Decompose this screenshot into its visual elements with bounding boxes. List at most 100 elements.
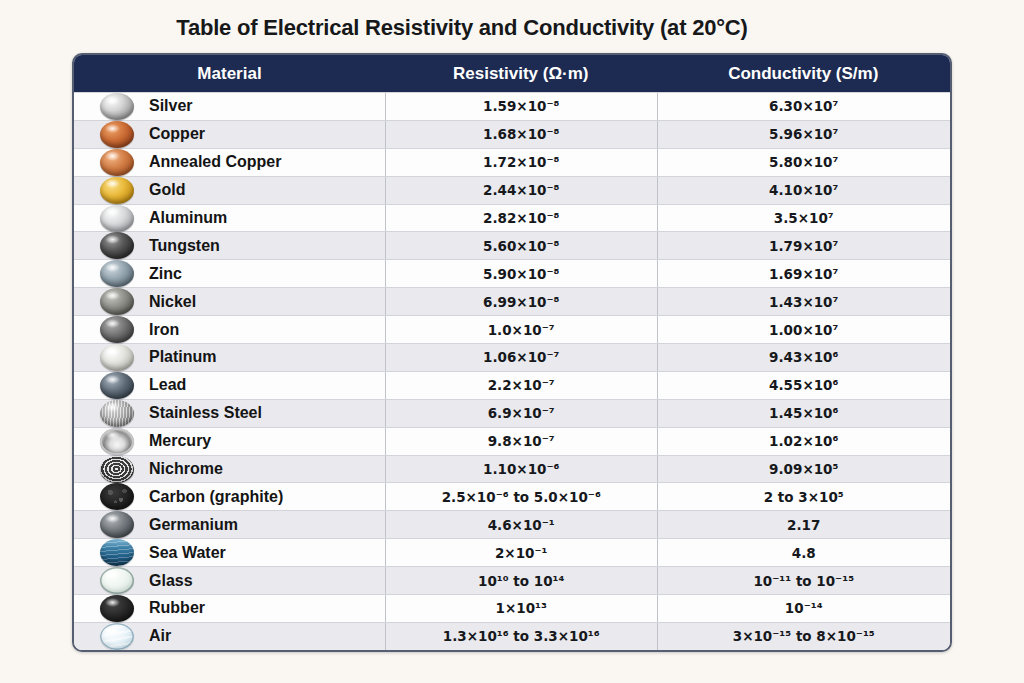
material-name: Air <box>149 627 171 645</box>
carbon-graphite-sphere-icon <box>100 483 134 510</box>
germanium-sphere-icon <box>100 511 134 538</box>
material-name: Lead <box>149 376 186 394</box>
table-row: Germanium 4.6×10⁻¹ 2.17 <box>74 510 950 538</box>
conductivity-value: 1.69×10⁷ <box>657 260 950 287</box>
material-name: Stainless Steel <box>149 404 262 422</box>
mercury-sphere-icon <box>100 428 134 455</box>
material-name: Tungsten <box>149 237 220 255</box>
annealed-copper-sphere-icon <box>100 149 134 176</box>
nichrome-sphere-icon <box>100 456 134 483</box>
material-cell: Rubber <box>74 595 385 622</box>
material-cell: Copper <box>74 121 385 148</box>
conductivity-value: 1.45×10⁶ <box>657 400 950 427</box>
material-cell: Nickel <box>74 288 385 315</box>
material-name: Iron <box>149 321 179 339</box>
material-name: Zinc <box>149 265 182 283</box>
material-name: Carbon (graphite) <box>149 488 283 506</box>
tungsten-sphere-icon <box>100 232 134 259</box>
material-cell: Gold <box>74 177 385 204</box>
material-cell: Air <box>74 623 385 650</box>
column-header-resistivity: Resistivity (Ω·m) <box>385 64 657 84</box>
resistivity-value: 1×10¹³ <box>385 595 657 622</box>
platinum-sphere-icon <box>100 344 134 371</box>
table-row: Mercury 9.8×10⁻⁷ 1.02×10⁶ <box>74 427 950 455</box>
lead-sphere-icon <box>100 372 134 399</box>
zinc-sphere-icon <box>100 260 134 287</box>
resistivity-value: 2.2×10⁻⁷ <box>385 372 657 399</box>
material-cell: Platinum <box>74 344 385 371</box>
table-row: Platinum 1.06×10⁻⁷ 9.43×10⁶ <box>74 343 950 371</box>
material-cell: Stainless Steel <box>74 400 385 427</box>
conductivity-value: 3.5×10⁷ <box>657 205 950 232</box>
table-row: Stainless Steel 6.9×10⁻⁷ 1.45×10⁶ <box>74 399 950 427</box>
table-row: Tungsten 5.60×10⁻⁸ 1.79×10⁷ <box>74 231 950 259</box>
resistivity-value: 2×10⁻¹ <box>385 539 657 566</box>
conductivity-value: 1.00×10⁷ <box>657 316 950 343</box>
material-cell: Germanium <box>74 511 385 538</box>
resistivity-value: 4.6×10⁻¹ <box>385 511 657 538</box>
conductivity-value: 9.09×10⁵ <box>657 456 950 483</box>
silver-sphere-icon <box>100 93 134 120</box>
aluminum-sphere-icon <box>100 205 134 232</box>
resistivity-value: 1.06×10⁻⁷ <box>385 344 657 371</box>
table-row: Nickel 6.99×10⁻⁸ 1.43×10⁷ <box>74 287 950 315</box>
table-row: Glass 10¹⁰ to 10¹⁴ 10⁻¹¹ to 10⁻¹⁵ <box>74 566 950 594</box>
resistivity-value: 9.8×10⁻⁷ <box>385 428 657 455</box>
material-cell: Annealed Copper <box>74 149 385 176</box>
material-name: Sea Water <box>149 544 226 562</box>
resistivity-value: 6.99×10⁻⁸ <box>385 288 657 315</box>
table-row: Copper 1.68×10⁻⁸ 5.96×10⁷ <box>74 120 950 148</box>
resistivity-value: 5.60×10⁻⁸ <box>385 232 657 259</box>
table-row: Lead 2.2×10⁻⁷ 4.55×10⁶ <box>74 371 950 399</box>
conductivity-value: 6.30×10⁷ <box>657 93 950 120</box>
conductivity-value: 4.8 <box>657 539 950 566</box>
material-name: Copper <box>149 125 205 143</box>
table-row: Iron 1.0×10⁻⁷ 1.00×10⁷ <box>74 315 950 343</box>
iron-sphere-icon <box>100 316 134 343</box>
nickel-sphere-icon <box>100 288 134 315</box>
material-cell: Lead <box>74 372 385 399</box>
material-name: Nichrome <box>149 460 223 478</box>
conductivity-value: 1.43×10⁷ <box>657 288 950 315</box>
material-name: Aluminum <box>149 209 227 227</box>
table-row: Air 1.3×10¹⁶ to 3.3×10¹⁶ 3×10⁻¹⁵ to 8×10… <box>74 622 950 650</box>
resistivity-value: 2.82×10⁻⁸ <box>385 205 657 232</box>
table-row: Gold 2.44×10⁻⁸ 4.10×10⁷ <box>74 176 950 204</box>
material-name: Germanium <box>149 516 238 534</box>
resistivity-value: 1.3×10¹⁶ to 3.3×10¹⁶ <box>385 623 657 650</box>
conductivity-value: 1.02×10⁶ <box>657 428 950 455</box>
copper-sphere-icon <box>100 121 134 148</box>
material-name: Rubber <box>149 599 205 617</box>
resistivity-value: 2.44×10⁻⁸ <box>385 177 657 204</box>
resistivity-conductivity-table: Material Resistivity (Ω·m) Conductivity … <box>72 53 952 652</box>
conductivity-value: 4.55×10⁶ <box>657 372 950 399</box>
material-cell: Silver <box>74 93 385 120</box>
table-row: Annealed Copper 1.72×10⁻⁸ 5.80×10⁷ <box>74 148 950 176</box>
conductivity-value: 2 to 3×10⁵ <box>657 483 950 510</box>
table-row: Sea Water 2×10⁻¹ 4.8 <box>74 538 950 566</box>
resistivity-value: 1.10×10⁻⁶ <box>385 456 657 483</box>
material-name: Gold <box>149 181 185 199</box>
resistivity-value: 1.59×10⁻⁸ <box>385 93 657 120</box>
resistivity-value: 1.68×10⁻⁸ <box>385 121 657 148</box>
conductivity-value: 3×10⁻¹⁵ to 8×10⁻¹⁵ <box>657 623 950 650</box>
table-row: Nichrome 1.10×10⁻⁶ 9.09×10⁵ <box>74 455 950 483</box>
conductivity-value: 1.79×10⁷ <box>657 232 950 259</box>
column-header-material: Material <box>74 64 385 84</box>
resistivity-value: 1.72×10⁻⁸ <box>385 149 657 176</box>
stainless-steel-sphere-icon <box>100 400 134 427</box>
conductivity-value: 10⁻¹¹ to 10⁻¹⁵ <box>657 567 950 594</box>
material-name: Silver <box>149 97 193 115</box>
material-name: Annealed Copper <box>149 153 281 171</box>
resistivity-value: 5.90×10⁻⁸ <box>385 260 657 287</box>
table-row: Rubber 1×10¹³ 10⁻¹⁴ <box>74 594 950 622</box>
material-cell: Mercury <box>74 428 385 455</box>
material-cell: Sea Water <box>74 539 385 566</box>
material-cell: Tungsten <box>74 232 385 259</box>
material-name: Glass <box>149 572 193 590</box>
conductivity-value: 9.43×10⁶ <box>657 344 950 371</box>
column-header-conductivity: Conductivity (S/m) <box>657 64 950 84</box>
page-title: Table of Electrical Resistivity and Cond… <box>0 0 974 41</box>
material-name: Nickel <box>149 293 196 311</box>
conductivity-value: 5.80×10⁷ <box>657 149 950 176</box>
